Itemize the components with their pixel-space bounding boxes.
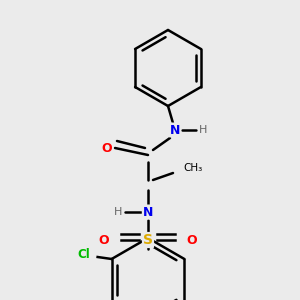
Text: CH₃: CH₃ [183, 163, 202, 173]
Text: O: O [187, 233, 197, 247]
Text: H: H [114, 207, 122, 217]
Text: H: H [199, 125, 207, 135]
Text: Cl: Cl [206, 299, 219, 300]
Text: N: N [170, 124, 180, 136]
Text: S: S [143, 233, 153, 247]
Text: N: N [143, 206, 153, 218]
Text: Cl: Cl [77, 248, 90, 260]
Text: O: O [99, 233, 109, 247]
Text: O: O [102, 142, 112, 154]
